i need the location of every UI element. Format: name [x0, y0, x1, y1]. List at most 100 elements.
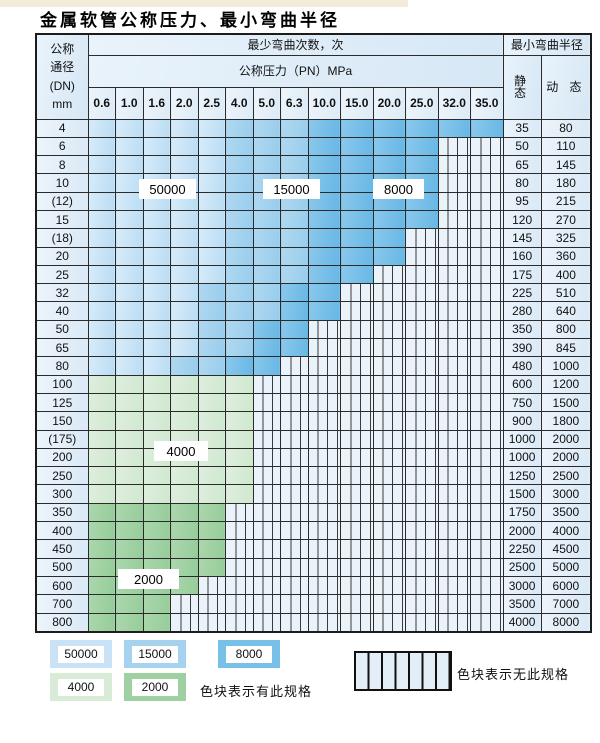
header-dn-line4: mm	[52, 97, 73, 112]
band-cell-dn300-p4.0	[225, 484, 254, 504]
band-cell-dn6-p1.6	[142, 136, 171, 157]
band-cell-dn50-p20.0	[372, 319, 406, 340]
band-cell-dn32-p20.0	[372, 283, 406, 303]
band-cell-dn40-p2.0	[170, 301, 199, 321]
band-cell-dn200-p15.0	[340, 447, 374, 468]
table-row-dn-32: 32 225 510	[35, 283, 592, 303]
dn-cell-25: 25	[35, 264, 89, 285]
band-cell-dn50-p1.0	[115, 319, 144, 340]
band-cell-dn50-p1.6	[142, 319, 171, 340]
band-cell-dn600-p5.0	[252, 575, 281, 596]
band-cell-dn50-p35.0	[470, 319, 504, 340]
pressure-col-25.0: 25.0	[405, 86, 439, 120]
band-cell-dn10-p0.6	[87, 173, 116, 193]
pressure-header-row: 0.6 1.0 1.6 2.0 2.5 4.0 5.0 6.3 10.0 15.0 20.0 25.0…	[36, 86, 591, 120]
dynamic-radius-dn10: 180	[540, 173, 592, 193]
legend-swatch-2000: 2000	[124, 673, 186, 701]
dn-cell-500: 500	[35, 557, 89, 577]
band-cell-dn32-p35.0	[470, 283, 504, 303]
band-cell-dn40-p1.0	[115, 301, 144, 321]
pressure-col-15.0: 15.0	[340, 86, 374, 120]
band-cell-dn800-p1.6	[142, 612, 171, 633]
band-cell-dn300-p1.0	[115, 484, 144, 504]
band-cell-dn450-p5.0	[252, 539, 281, 559]
band-cell-dn450-p20.0	[372, 539, 406, 559]
band-cell-dn800-p15.0	[340, 612, 374, 633]
band-cell-dn(18)-p0.6	[87, 228, 116, 248]
dn-cell-450: 450	[35, 539, 89, 559]
dynamic-radius-dn(12): 215	[540, 191, 592, 211]
table-row-dn-80: 80 480 1000	[35, 356, 592, 376]
band-cell-dn20-p0.6	[87, 246, 116, 266]
static-radius-dn400: 2000	[502, 521, 542, 541]
band-cell-dn100-p10.0	[307, 374, 341, 394]
band-cell-dn4-p1.0	[115, 118, 144, 138]
dn-cell-125: 125	[35, 392, 89, 413]
band-cell-dn150-p10.0	[307, 411, 341, 431]
static-radius-dn20: 160	[502, 246, 542, 266]
table-row-dn-450: 450 2250 4500	[35, 539, 592, 559]
static-radius-dn250: 1250	[502, 466, 542, 486]
band-cell-dn800-p2.5	[197, 612, 226, 633]
band-cell-dn500-p5.0	[252, 557, 281, 577]
band-cell-dn450-p4.0	[225, 539, 254, 559]
band-cell-dn125-p25.0	[405, 392, 439, 413]
dynamic-radius-dn800: 8000	[540, 612, 592, 633]
band-cell-dn(12)-p32.0	[437, 191, 471, 211]
pressure-col-2.5: 2.5	[197, 86, 226, 120]
band-cell-dn350-p2.0	[170, 502, 199, 523]
band-cell-dn15-p4.0	[225, 209, 254, 230]
dn-cell-800: 800	[35, 612, 89, 633]
table-row-dn-150: 150 900 1800	[35, 411, 592, 431]
band-cell-dn200-p20.0	[372, 447, 406, 468]
band-cell-dn150-p1.6	[142, 411, 171, 431]
band-cell-dn300-p2.0	[170, 484, 199, 504]
band-cell-dn200-p25.0	[405, 447, 439, 468]
band-cell-dn350-p1.6	[142, 502, 171, 523]
band-cell-dn300-p25.0	[405, 484, 439, 504]
dynamic-radius-dn300: 3000	[540, 484, 592, 504]
band-cell-dn700-p5.0	[252, 594, 281, 614]
legend-swatch-4000: 4000	[50, 673, 112, 701]
pressure-col-1.6: 1.6	[142, 86, 171, 120]
band-cell-dn300-p1.6	[142, 484, 171, 504]
dynamic-radius-dn100: 1200	[540, 374, 592, 394]
dynamic-radius-dn125: 1500	[540, 392, 592, 413]
legend-no-spec-swatch	[354, 651, 452, 691]
band-cell-dn800-p25.0	[405, 612, 439, 633]
band-cell-dn15-p2.5	[197, 209, 226, 230]
band-cell-dn450-p0.6	[87, 539, 116, 559]
band-cell-dn6-p32.0	[437, 136, 471, 157]
band-cell-dn4-p32.0	[437, 118, 471, 138]
band-cell-dn450-p2.5	[197, 539, 226, 559]
band-cell-dn50-p4.0	[225, 319, 254, 340]
band-cell-dn100-p15.0	[340, 374, 374, 394]
band-cell-dn80-p32.0	[437, 356, 471, 376]
band-cell-dn500-p25.0	[405, 557, 439, 577]
dynamic-radius-dn20: 360	[540, 246, 592, 266]
band-cell-dn10-p4.0	[225, 173, 254, 193]
band-cell-dn125-p2.5	[197, 392, 226, 413]
band-cell-dn300-p6.3	[280, 484, 309, 504]
band-cell-dn40-p0.6	[87, 301, 116, 321]
dynamic-radius-dn400: 4000	[540, 521, 592, 541]
band-cell-dn400-p6.3	[280, 521, 309, 541]
band-cell-dn300-p32.0	[437, 484, 471, 504]
band-cell-dn25-p2.5	[197, 264, 226, 285]
band-cell-dn250-p4.0	[225, 466, 254, 486]
band-cell-dn450-p2.0	[170, 539, 199, 559]
band-cell-dn80-p2.5	[197, 356, 226, 376]
band-cell-dn150-p0.6	[87, 411, 116, 431]
band-cell-dn4-p0.6	[87, 118, 116, 138]
band-cell-dn40-p6.3	[280, 301, 309, 321]
band-cell-dn(18)-p25.0	[405, 228, 439, 248]
band-cell-dn(18)-p35.0	[470, 228, 504, 248]
static-radius-dn25: 175	[502, 264, 542, 285]
band-cell-dn500-p6.3	[280, 557, 309, 577]
band-cell-dn6-p0.6	[87, 136, 116, 157]
band-cell-dn80-p15.0	[340, 356, 374, 376]
pressure-bend-table: 公称 通径 (DN) mm 最少弯曲次数，次 最小弯曲半径 公称压力（PN）MP…	[35, 33, 593, 633]
band-cell-dn25-p35.0	[470, 264, 504, 285]
band-cell-dn20-p6.3	[280, 246, 309, 266]
band-cell-dn800-p20.0	[372, 612, 406, 633]
